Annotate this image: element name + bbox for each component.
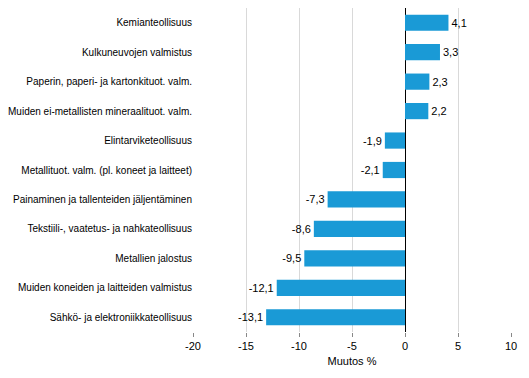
svg-text:Sähkö- ja elektroniikkateollis: Sähkö- ja elektroniikkateollisuus xyxy=(50,312,192,323)
svg-text:Muutos %: Muutos % xyxy=(328,355,377,367)
svg-text:-13,1: -13,1 xyxy=(238,311,263,323)
svg-text:-2,1: -2,1 xyxy=(361,164,380,176)
svg-text:Kemianteollisuus: Kemianteollisuus xyxy=(116,17,192,28)
svg-text:4,1: 4,1 xyxy=(451,17,466,29)
svg-text:-9,5: -9,5 xyxy=(282,252,301,264)
svg-text:-20: -20 xyxy=(185,340,201,352)
svg-text:Painaminen ja tallenteiden jäl: Painaminen ja tallenteiden jäljentäminen xyxy=(13,194,192,205)
svg-text:Elintarviketeollisuus: Elintarviketeollisuus xyxy=(104,135,192,146)
svg-text:2,2: 2,2 xyxy=(431,105,446,117)
svg-text:10: 10 xyxy=(505,340,517,352)
svg-text:Tekstiili-, vaatetus- ja nahka: Tekstiili-, vaatetus- ja nahkateollisuus xyxy=(27,223,192,234)
svg-text:-7,3: -7,3 xyxy=(306,193,325,205)
svg-text:-10: -10 xyxy=(291,340,307,352)
svg-text:-5: -5 xyxy=(347,340,357,352)
svg-text:5: 5 xyxy=(455,340,461,352)
svg-text:2,3: 2,3 xyxy=(432,76,447,88)
svg-text:Kulkuneuvojen valmistus: Kulkuneuvojen valmistus xyxy=(82,47,192,58)
svg-text:Muiden koneiden ja laitteiden: Muiden koneiden ja laitteiden valmistus xyxy=(18,282,192,293)
svg-text:-12,1: -12,1 xyxy=(249,282,274,294)
svg-text:-1,9: -1,9 xyxy=(363,135,382,147)
svg-text:Paperin, paperi- ja kartonkitu: Paperin, paperi- ja kartonkituot. valm. xyxy=(26,76,192,87)
svg-text:Muiden ei-metallisten mineraal: Muiden ei-metallisten mineraalituot. val… xyxy=(8,106,192,117)
svg-text:3,3: 3,3 xyxy=(443,46,458,58)
svg-text:Metallituot. valm. (pl. koneet: Metallituot. valm. (pl. koneet ja laitte… xyxy=(21,165,192,176)
svg-text:Metallien jalostus: Metallien jalostus xyxy=(115,253,192,264)
svg-text:-15: -15 xyxy=(238,340,254,352)
svg-text:0: 0 xyxy=(402,340,408,352)
svg-text:-8,6: -8,6 xyxy=(292,223,311,235)
